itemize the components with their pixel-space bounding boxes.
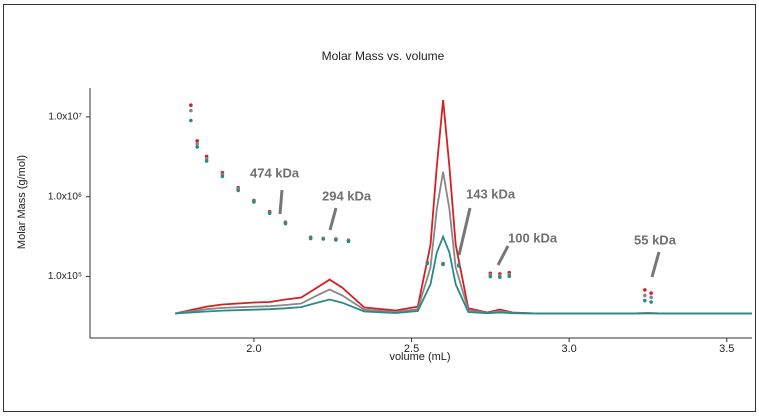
molar-mass-point <box>283 221 288 226</box>
annotation: 474 kDa <box>250 165 300 180</box>
x-tick-label: 3.5 <box>719 343 734 355</box>
molar-mass-point <box>308 236 313 241</box>
molar-mass-point <box>252 200 256 204</box>
molar-mass-point <box>649 291 653 295</box>
annotation: 143 kDa <box>466 186 516 201</box>
molar-mass-point <box>643 288 647 292</box>
molar-mass-point <box>441 262 445 267</box>
trace-line <box>175 234 752 315</box>
arrow <box>650 251 661 278</box>
x-axis-label: volume (mL) <box>389 351 450 363</box>
molar-mass-point <box>643 293 647 298</box>
molar-mass-point <box>195 142 199 146</box>
molar-mass-point <box>488 274 493 279</box>
x-tick-label: 3.0 <box>562 343 577 355</box>
molar-mass-point <box>649 300 653 304</box>
x-tick-label: 2.5 <box>404 343 419 355</box>
arrow <box>278 189 284 215</box>
molar-mass-point <box>346 239 351 244</box>
arrow <box>457 207 472 256</box>
molar-mass-point <box>425 261 430 266</box>
annotation: 100 kDa <box>508 230 558 245</box>
molar-mass-point <box>267 211 272 216</box>
y-tick-label: 1.0x10⁵ <box>48 271 82 282</box>
y-tick-label: 1.0x10⁷ <box>48 112 82 123</box>
molar-mass-point <box>236 188 240 193</box>
molar-mass-point <box>498 275 502 280</box>
molar-mass-point <box>457 264 461 268</box>
molar-mass-point <box>189 108 193 113</box>
molar-mass-point <box>643 298 647 303</box>
annotations <box>278 189 661 278</box>
chart-title: Molar Mass vs. volume <box>322 49 445 63</box>
y-axis-label: Molar Mass (g/mol) <box>16 155 28 249</box>
arrow <box>328 207 338 231</box>
molar-mass-point <box>507 274 512 279</box>
annotation: 294 kDa <box>322 188 372 203</box>
molar-mass-point <box>321 237 326 241</box>
molar-mass-point <box>189 118 193 123</box>
molar-mass-point <box>334 238 338 242</box>
molar-mass-point <box>204 159 209 163</box>
y-tick-label: 1.0x10⁶ <box>48 191 82 202</box>
x-tick-label: 2.0 <box>246 343 261 355</box>
frame <box>3 4 756 412</box>
arrow <box>496 245 510 266</box>
molar-mass-point <box>220 174 225 179</box>
molar-mass-point <box>649 295 653 300</box>
annotation: 55 kDa <box>634 232 677 247</box>
molar-mass-point <box>195 145 199 149</box>
molar-mass-point <box>195 139 199 143</box>
molar-mass-point <box>189 103 193 108</box>
